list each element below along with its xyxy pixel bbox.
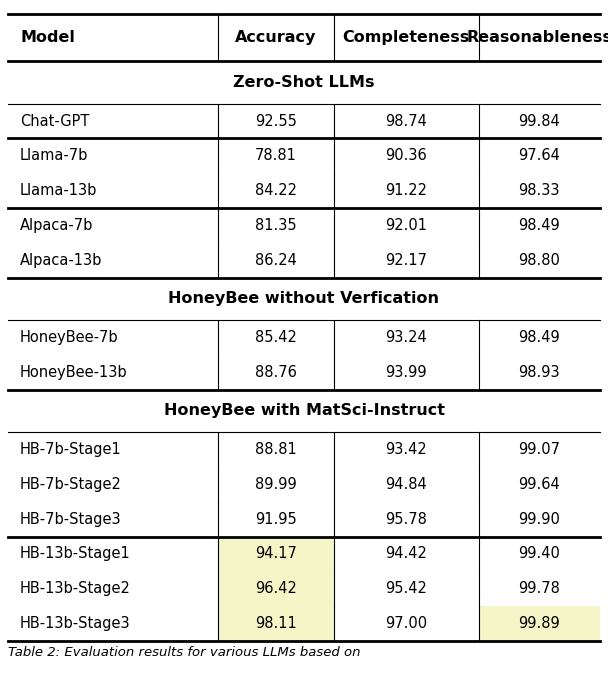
Text: Table 2: Evaluation results for various LLMs based on: Table 2: Evaluation results for various … [8,646,361,659]
Text: 95.78: 95.78 [385,512,427,527]
Text: 99.64: 99.64 [519,477,560,492]
Text: 92.01: 92.01 [385,218,427,233]
Text: 98.49: 98.49 [519,218,560,233]
Text: 98.33: 98.33 [519,183,560,198]
Text: 92.55: 92.55 [255,114,297,128]
Bar [218,536,334,571]
Text: 85.42: 85.42 [255,330,297,345]
Text: Zero-Shot LLMs: Zero-Shot LLMs [233,75,375,90]
Text: HoneyBee-7b: HoneyBee-7b [20,330,119,345]
Text: HoneyBee with MatSci-Instruct: HoneyBee with MatSci-Instruct [164,403,444,418]
Text: 99.78: 99.78 [519,581,560,596]
Text: 93.42: 93.42 [385,442,427,457]
Text: 89.99: 89.99 [255,477,297,492]
Text: 99.90: 99.90 [519,512,560,527]
Text: 94.42: 94.42 [385,547,427,562]
Text: 92.17: 92.17 [385,252,427,268]
Text: HoneyBee-13b: HoneyBee-13b [20,365,128,380]
Text: HB-7b-Stage3: HB-7b-Stage3 [20,512,122,527]
Text: 96.42: 96.42 [255,581,297,596]
Text: 91.22: 91.22 [385,183,427,198]
Bar [218,606,334,641]
Text: Chat-GPT: Chat-GPT [20,114,89,128]
Text: 78.81: 78.81 [255,148,297,163]
Text: 98.80: 98.80 [519,252,560,268]
Bar [218,571,334,606]
Text: 98.11: 98.11 [255,616,297,631]
Text: 99.07: 99.07 [518,442,561,457]
Text: HoneyBee without Verfication: HoneyBee without Verfication [168,292,440,307]
Text: 84.22: 84.22 [255,183,297,198]
Text: 99.89: 99.89 [519,616,560,631]
Text: 94.17: 94.17 [255,547,297,562]
Text: 91.95: 91.95 [255,512,297,527]
Text: HB-13b-Stage3: HB-13b-Stage3 [20,616,131,631]
Text: 97.64: 97.64 [519,148,560,163]
Text: Alpaca-13b: Alpaca-13b [20,252,102,268]
Text: 88.81: 88.81 [255,442,297,457]
Text: 81.35: 81.35 [255,218,297,233]
Text: 93.24: 93.24 [385,330,427,345]
Text: 97.00: 97.00 [385,616,427,631]
Text: Model: Model [20,30,75,45]
Text: 88.76: 88.76 [255,365,297,380]
Text: Completeness: Completeness [342,30,470,45]
Text: 94.84: 94.84 [385,477,427,492]
Text: 86.24: 86.24 [255,252,297,268]
Text: 90.36: 90.36 [385,148,427,163]
Text: 98.49: 98.49 [519,330,560,345]
Text: Llama-7b: Llama-7b [20,148,88,163]
Bar [478,606,600,641]
Text: HB-7b-Stage1: HB-7b-Stage1 [20,442,122,457]
Text: HB-13b-Stage2: HB-13b-Stage2 [20,581,131,596]
Text: HB-13b-Stage1: HB-13b-Stage1 [20,547,131,562]
Text: 99.84: 99.84 [519,114,560,128]
Text: Accuracy: Accuracy [235,30,317,45]
Text: HB-7b-Stage2: HB-7b-Stage2 [20,477,122,492]
Text: 93.99: 93.99 [385,365,427,380]
Text: 98.74: 98.74 [385,114,427,128]
Text: 99.40: 99.40 [519,547,560,562]
Text: Llama-13b: Llama-13b [20,183,97,198]
Text: 95.42: 95.42 [385,581,427,596]
Text: 98.93: 98.93 [519,365,560,380]
Text: Alpaca-7b: Alpaca-7b [20,218,94,233]
Text: Reasonableness: Reasonableness [466,30,608,45]
